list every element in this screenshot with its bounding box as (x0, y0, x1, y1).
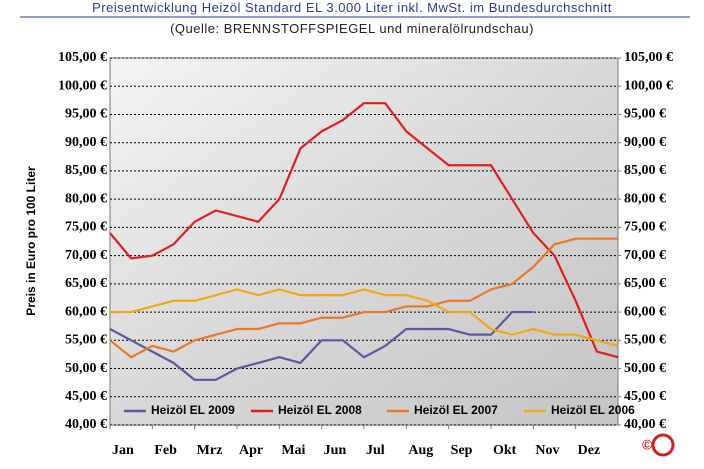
y-axis-label: Preis in Euro pro 100 Liter (24, 166, 38, 316)
legend-label: Heizöl EL 2008 (278, 403, 362, 417)
y-tick-label: 70,00 € (65, 248, 107, 263)
y-tick-label: 80,00 € (65, 191, 107, 206)
y2-tick-label: 80,00 € (624, 191, 666, 206)
series-line (109, 102, 619, 359)
y-tick-label: 60,00 € (65, 304, 107, 319)
y-tick-label: 105,00 € (58, 50, 107, 65)
y2-tick-label: 100,00 € (624, 78, 673, 93)
x-tick-label: Nov (535, 443, 559, 458)
y-tick-label: 100,00 € (58, 78, 107, 93)
y2-tick-label: 45,00 € (624, 389, 666, 404)
x-tick-label: Okt (493, 443, 517, 458)
x-tick-label: Mai (281, 443, 305, 458)
y-tick-label: 90,00 € (65, 135, 107, 150)
chart-title: Preisentwicklung Heizöl Standard EL 3.00… (92, 0, 612, 15)
x-tick-label: Aug (408, 443, 433, 458)
y2-tick-label: 85,00 € (624, 163, 666, 178)
y2-tick-label: 90,00 € (624, 135, 666, 150)
x-tick-label: Sep (451, 443, 473, 458)
y-tick-label: 65,00 € (65, 276, 107, 291)
copyright: © (642, 437, 653, 453)
series-line (110, 288, 619, 348)
y-tick-label: 95,00 € (65, 107, 107, 122)
y-tick-label: 50,00 € (65, 361, 107, 376)
x-tick-label: Mrz (197, 443, 223, 458)
y2-tick-label: 55,00 € (624, 333, 666, 348)
y2-tick-label: 75,00 € (624, 220, 666, 235)
y2-tick-label: 60,00 € (624, 304, 666, 319)
y2-tick-label: 95,00 € (624, 107, 666, 122)
y2-tick-label: 40,00 € (624, 417, 666, 432)
x-tick-label: Jul (366, 443, 385, 458)
x-tick-label: Dez (578, 443, 601, 458)
y-tick-label: 75,00 € (65, 220, 107, 235)
y2-tick-label: 70,00 € (624, 248, 666, 263)
legend-label: Heizöl EL 2009 (151, 403, 235, 417)
series-line (109, 310, 534, 381)
y-tick-label: 55,00 € (65, 333, 107, 348)
y-tick-label: 85,00 € (65, 163, 107, 178)
legend-label: Heizöl EL 2007 (414, 403, 498, 417)
chart-subtitle: (Quelle: BRENNSTOFFSPIEGEL und mineralöl… (170, 21, 534, 36)
x-tick-label: Jun (324, 443, 347, 458)
logo (651, 433, 675, 457)
x-tick-label: Apr (239, 443, 263, 458)
x-tick-label: Feb (154, 443, 177, 458)
y2-tick-label: 65,00 € (624, 276, 666, 291)
y2-tick-label: 50,00 € (624, 361, 666, 376)
series-line (109, 237, 618, 359)
y-tick-label: 45,00 € (65, 389, 107, 404)
x-tick-label: Jan (112, 443, 134, 458)
y2-tick-label: 105,00 € (624, 50, 673, 65)
legend-label: Heizöl EL 2006 (551, 403, 635, 417)
y-tick-label: 40,00 € (65, 417, 107, 432)
